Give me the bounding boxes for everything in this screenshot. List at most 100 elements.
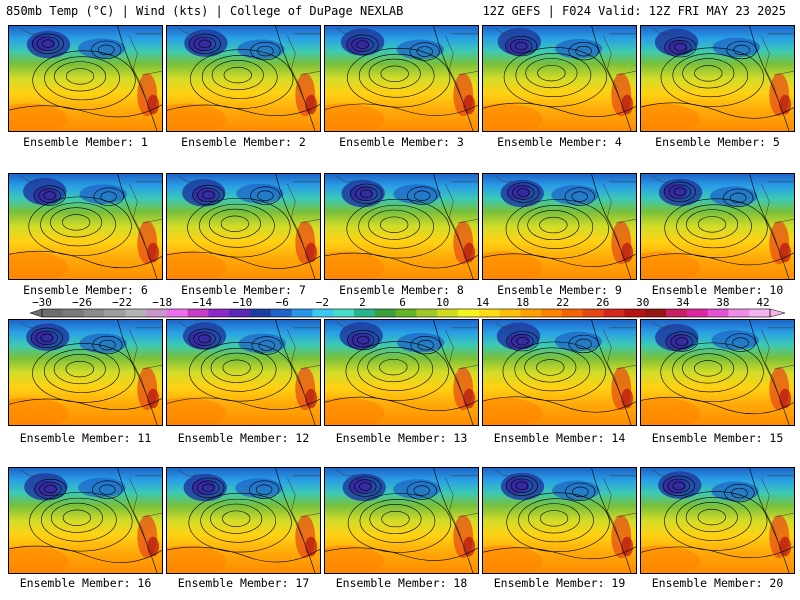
colorbar-swatch xyxy=(270,309,292,317)
temperature-map xyxy=(483,174,636,279)
header-valid-time: 12Z GEFS | F024 Valid: 12Z FRI MAY 23 20… xyxy=(482,4,786,18)
ensemble-member-label: Ensemble Member: 14 xyxy=(482,431,637,445)
ensemble-member-number: 9 xyxy=(614,283,622,297)
ensemble-member-prefix: Ensemble Member: xyxy=(177,431,296,445)
ensemble-member-panel xyxy=(166,467,321,574)
ensemble-member-number: 18 xyxy=(453,576,468,590)
colorbar-swatch xyxy=(562,309,584,317)
colorbar-swatch xyxy=(645,309,667,317)
temperature-map xyxy=(9,174,162,279)
ensemble-member-number: 13 xyxy=(453,431,468,445)
colorbar-tick-label: 42 xyxy=(756,296,769,309)
ensemble-member-prefix: Ensemble Member: xyxy=(23,283,141,297)
colorbar-swatch xyxy=(541,309,563,317)
colorbar-swatch xyxy=(62,309,84,317)
colorbar-swatch xyxy=(749,309,771,317)
temperature-map xyxy=(641,26,794,131)
colorbar-swatch xyxy=(291,309,313,317)
ensemble-member-panel xyxy=(482,25,637,132)
ensemble-member-label: Ensemble Member: 18 xyxy=(324,576,479,590)
ensemble-member-label: Ensemble Member: 1 xyxy=(8,135,163,149)
ensemble-member-prefix: Ensemble Member: xyxy=(335,576,454,590)
temperature-map xyxy=(325,320,478,425)
colorbar-tick-label: 30 xyxy=(636,296,649,309)
ensemble-member-label: Ensemble Member: 11 xyxy=(8,431,163,445)
ensemble-member-prefix: Ensemble Member: xyxy=(339,283,457,297)
colorbar-swatch xyxy=(374,309,396,317)
ensemble-member-prefix: Ensemble Member: xyxy=(181,283,299,297)
colorbar-tick-label: 10 xyxy=(436,296,449,309)
colorbar-swatch xyxy=(166,309,188,317)
colorbar-tick-label: 38 xyxy=(716,296,729,309)
ensemble-member-label: Ensemble Member: 19 xyxy=(482,576,637,590)
ensemble-member-number: 20 xyxy=(769,576,784,590)
ensemble-member-prefix: Ensemble Member: xyxy=(335,431,454,445)
colorbar-swatch xyxy=(146,309,168,317)
ensemble-member-label: Ensemble Member: 5 xyxy=(640,135,795,149)
ensemble-member-number: 6 xyxy=(140,283,148,297)
colorbar-tick-label: 6 xyxy=(399,296,406,309)
ensemble-member-number: 14 xyxy=(611,431,626,445)
colorbar-swatch xyxy=(416,309,438,317)
colorbar-tick-label: −18 xyxy=(152,296,172,309)
ensemble-member-panel xyxy=(640,319,795,426)
ensemble-member-label: Ensemble Member: 7 xyxy=(166,283,321,297)
ensemble-member-panel xyxy=(8,25,163,132)
colorbar-swatch xyxy=(104,309,126,317)
ensemble-member-prefix: Ensemble Member: xyxy=(651,576,770,590)
ensemble-member-label: Ensemble Member: 13 xyxy=(324,431,479,445)
ensemble-member-label: Ensemble Member: 10 xyxy=(640,283,795,297)
ensemble-member-panel xyxy=(166,173,321,280)
ensemble-member-prefix: Ensemble Member: xyxy=(181,135,299,149)
colorbar-swatch xyxy=(666,309,688,317)
ensemble-member-prefix: Ensemble Member: xyxy=(19,576,138,590)
ensemble-member-panel xyxy=(324,319,479,426)
ensemble-member-prefix: Ensemble Member: xyxy=(651,283,770,297)
colorbar-tick-label: 22 xyxy=(556,296,569,309)
temperature-map xyxy=(167,26,320,131)
temperature-map xyxy=(167,174,320,279)
ensemble-member-prefix: Ensemble Member: xyxy=(177,576,296,590)
ensemble-member-label: Ensemble Member: 20 xyxy=(640,576,795,590)
colorbar-swatch xyxy=(624,309,646,317)
colorbar-swatch xyxy=(728,309,750,317)
colorbar-outline xyxy=(41,308,771,318)
colorbar-tick-label: −30 xyxy=(32,296,52,309)
ensemble-member-panel xyxy=(8,319,163,426)
colorbar-swatch xyxy=(520,309,542,317)
temperature-map xyxy=(9,468,162,573)
colorbar-tick-label: 14 xyxy=(476,296,490,309)
ensemble-member-label: Ensemble Member: 12 xyxy=(166,431,321,445)
ensemble-member-panel xyxy=(482,467,637,574)
temperature-map xyxy=(483,320,636,425)
colorbar-swatch xyxy=(229,309,251,317)
colorbar-tick-label: −10 xyxy=(232,296,252,309)
colorbar-swatch xyxy=(208,309,230,317)
temperature-map xyxy=(9,320,162,425)
ensemble-member-panel xyxy=(166,319,321,426)
ensemble-member-panel xyxy=(8,173,163,280)
temperature-map xyxy=(325,26,478,131)
temperature-map xyxy=(641,320,794,425)
ensemble-member-label: Ensemble Member: 2 xyxy=(166,135,321,149)
ensemble-member-label: Ensemble Member: 16 xyxy=(8,576,163,590)
ensemble-member-label: Ensemble Member: 17 xyxy=(166,576,321,590)
colorbar-swatch xyxy=(499,309,521,317)
ensemble-member-number: 19 xyxy=(611,576,626,590)
ensemble-member-panel xyxy=(640,25,795,132)
ensemble-member-number: 17 xyxy=(295,576,310,590)
colorbar-swatch xyxy=(707,309,729,317)
colorbar-swatch xyxy=(42,309,64,317)
ensemble-member-prefix: Ensemble Member: xyxy=(23,135,141,149)
colorbar-tick-label: 2 xyxy=(359,296,366,309)
ensemble-member-label: Ensemble Member: 3 xyxy=(324,135,479,149)
temperature-map xyxy=(167,320,320,425)
ensemble-member-panel xyxy=(324,173,479,280)
ensemble-member-panel xyxy=(640,173,795,280)
colorbar-tick-label: −2 xyxy=(316,296,329,309)
ensemble-member-panel xyxy=(324,467,479,574)
temperature-map xyxy=(641,174,794,279)
colorbar-swatch xyxy=(478,309,500,317)
ensemble-member-number: 4 xyxy=(614,135,622,149)
colorbar-swatch xyxy=(83,309,105,317)
